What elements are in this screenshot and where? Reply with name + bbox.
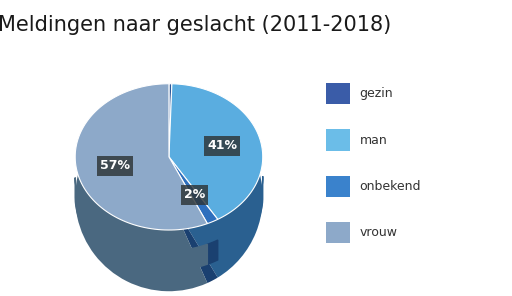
Text: 41%: 41% <box>207 139 237 152</box>
Text: man: man <box>359 133 387 147</box>
Wedge shape <box>75 104 207 291</box>
Text: gezin: gezin <box>359 87 393 100</box>
Bar <box>326 176 350 197</box>
Text: vrouw: vrouw <box>359 226 397 239</box>
Polygon shape <box>218 176 263 260</box>
Polygon shape <box>75 84 207 230</box>
Polygon shape <box>169 157 218 223</box>
Polygon shape <box>207 240 218 264</box>
Text: Meldingen naar geslacht (2011-2018): Meldingen naar geslacht (2011-2018) <box>0 15 391 35</box>
Wedge shape <box>169 104 263 278</box>
Polygon shape <box>75 178 207 271</box>
Wedge shape <box>169 104 172 197</box>
Text: 2%: 2% <box>184 189 205 202</box>
Bar <box>326 222 350 243</box>
Text: 57%: 57% <box>100 159 130 172</box>
Bar <box>326 129 350 151</box>
Wedge shape <box>169 197 218 283</box>
Bar <box>326 83 350 104</box>
Polygon shape <box>169 84 172 157</box>
Polygon shape <box>169 84 263 219</box>
Text: onbekend: onbekend <box>359 180 421 193</box>
